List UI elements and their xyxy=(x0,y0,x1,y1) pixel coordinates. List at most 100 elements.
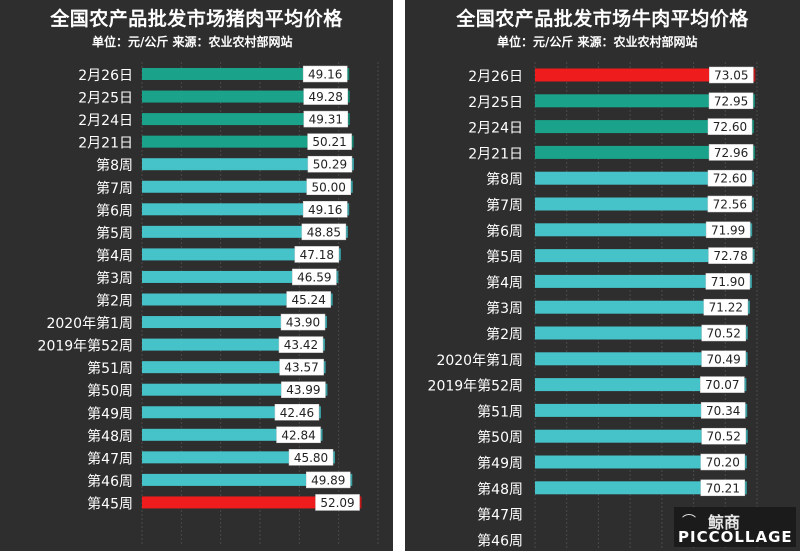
category-label: 2月25日 xyxy=(78,91,133,107)
data-label: 43.99 xyxy=(286,383,320,397)
bar-end xyxy=(752,68,756,82)
bar-end xyxy=(322,361,326,374)
data-label-box xyxy=(703,298,749,316)
data-label: 72.95 xyxy=(714,94,748,108)
category-label: 第51周 xyxy=(477,403,523,420)
data-label: 72.60 xyxy=(713,120,747,134)
category-label: 第8周 xyxy=(96,157,133,174)
bar xyxy=(535,455,747,469)
category-label: 第50周 xyxy=(87,383,133,400)
category-label: 第3周 xyxy=(486,300,523,317)
data-label-box xyxy=(700,376,745,393)
data-label-box xyxy=(301,223,347,241)
data-label-box xyxy=(707,169,753,187)
data-label: 49.89 xyxy=(311,473,345,487)
bar-end xyxy=(350,158,354,171)
data-label-box xyxy=(705,273,751,290)
bar xyxy=(535,274,752,288)
bar xyxy=(535,326,748,340)
pork-chart-title: 全国农产品批发市场猪肉平均价格 xyxy=(50,8,343,30)
category-label: 第7周 xyxy=(486,197,523,214)
data-label: 48.85 xyxy=(307,225,341,239)
category-label: 第6周 xyxy=(96,202,133,219)
data-label-box xyxy=(278,336,324,353)
data-label-box xyxy=(279,358,324,376)
bar-end xyxy=(324,316,328,329)
category-label: 第48周 xyxy=(87,428,133,445)
data-label-box xyxy=(302,201,348,218)
data-label: 70.52 xyxy=(707,327,741,341)
category-label: 第4周 xyxy=(486,274,523,291)
beef-chart-title: 全国农产品批发市场牛肉平均价格 xyxy=(456,8,749,30)
bar-end xyxy=(749,223,753,237)
data-label: 49.16 xyxy=(308,68,342,82)
category-label: 第5周 xyxy=(96,225,133,242)
bar xyxy=(535,68,756,82)
data-label-box xyxy=(700,453,745,471)
bar xyxy=(142,293,333,306)
data-label-box xyxy=(274,404,320,421)
data-label-box xyxy=(306,178,351,195)
data-label: 50.00 xyxy=(312,180,346,194)
data-label: 72.60 xyxy=(713,172,747,186)
category-label: 第45周 xyxy=(87,495,133,512)
bar-end xyxy=(744,403,748,417)
whale-logo-icon: ⌒ xyxy=(682,514,696,530)
data-label-box xyxy=(303,110,349,128)
category-label: 2月24日 xyxy=(468,121,523,137)
bar-end xyxy=(350,135,354,148)
bar xyxy=(142,496,362,509)
data-label: 42.84 xyxy=(281,428,315,442)
data-label-box xyxy=(700,402,746,419)
category-label: 第46周 xyxy=(87,473,133,490)
data-label: 49.16 xyxy=(308,203,342,217)
bar-end xyxy=(743,481,747,495)
bar xyxy=(142,135,354,148)
data-label-box xyxy=(288,449,334,466)
data-label: 52.09 xyxy=(320,496,354,510)
data-label: 70.49 xyxy=(706,352,740,366)
bar-end xyxy=(335,270,339,283)
bar xyxy=(535,94,756,108)
data-label: 72.78 xyxy=(713,249,747,263)
data-label-box xyxy=(306,471,351,489)
watermark-collage: PICCOLLAGE xyxy=(678,528,793,546)
bar-end xyxy=(349,180,353,193)
data-label: 43.57 xyxy=(284,361,318,375)
category-label: 第6周 xyxy=(486,223,523,240)
category-label: 第8周 xyxy=(486,171,523,188)
data-label-box xyxy=(707,118,753,135)
bar xyxy=(535,249,755,263)
data-label-box xyxy=(708,247,753,264)
bar-end xyxy=(346,113,350,126)
bar xyxy=(535,171,754,185)
bar-end xyxy=(748,274,752,288)
bar-end xyxy=(317,406,321,419)
bar xyxy=(535,403,748,417)
watermark: ⌒ 鲸商 PICCOLLAGE xyxy=(674,507,796,547)
data-label: 49.28 xyxy=(309,90,343,104)
category-label: 2019年第52周 xyxy=(428,378,523,395)
category-label: 2月25日 xyxy=(468,95,523,111)
data-label-box xyxy=(315,494,360,511)
bar xyxy=(142,68,350,80)
data-label-box xyxy=(276,426,321,444)
category-label: 第3周 xyxy=(96,270,133,287)
bar xyxy=(535,145,756,159)
bar-end xyxy=(349,473,353,486)
bar-end xyxy=(744,352,748,366)
data-label: 73.05 xyxy=(714,69,748,83)
bar-end xyxy=(329,293,333,306)
data-label: 43.90 xyxy=(286,316,320,330)
bar xyxy=(535,378,747,392)
data-label-box xyxy=(281,381,326,398)
bar xyxy=(142,473,353,486)
data-label: 70.52 xyxy=(707,430,741,444)
data-label: 45.24 xyxy=(291,293,325,307)
category-label: 第2周 xyxy=(486,326,523,343)
bar-end xyxy=(744,429,748,443)
data-label-box xyxy=(294,246,340,263)
category-label: 2月21日 xyxy=(78,136,133,152)
category-label: 第47周 xyxy=(87,450,133,467)
category-label: 第49周 xyxy=(477,455,523,472)
